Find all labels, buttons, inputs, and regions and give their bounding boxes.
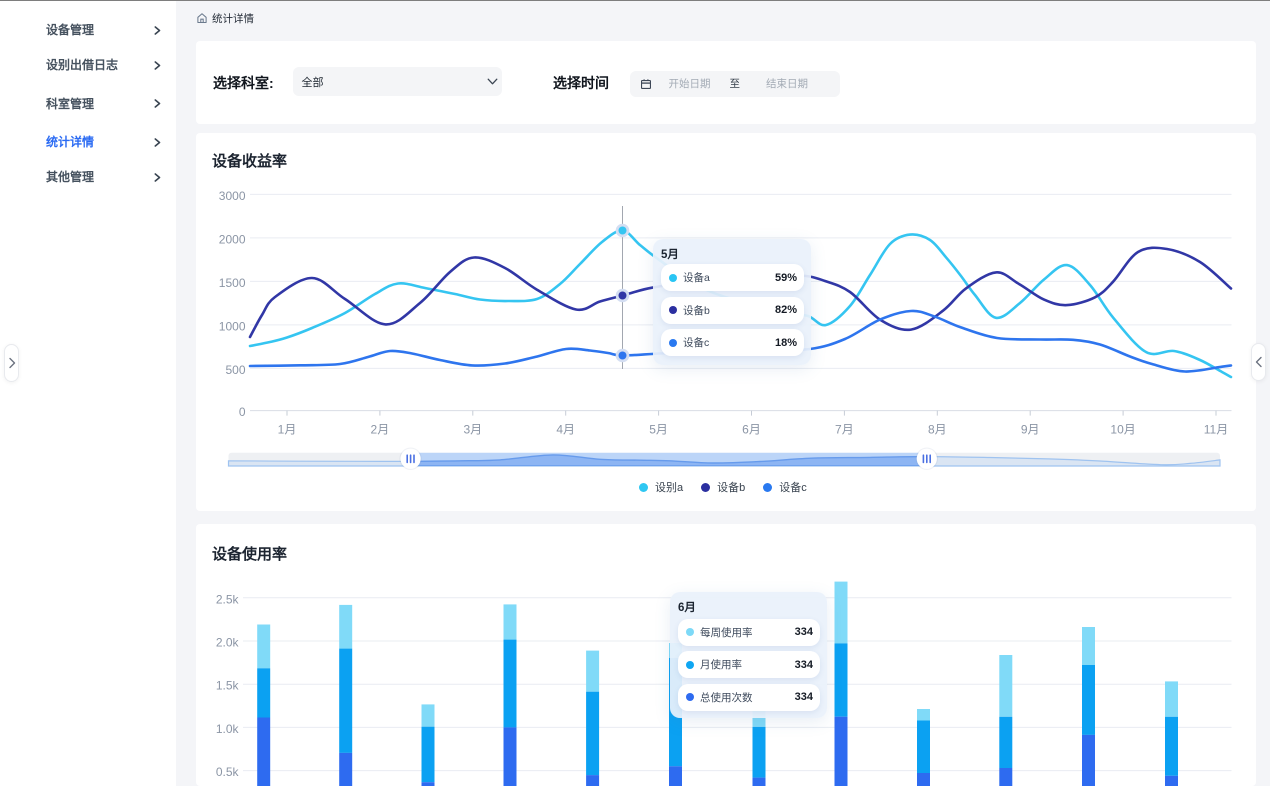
- svg-text:2月: 2月: [371, 423, 390, 437]
- svg-text:1.0k: 1.0k: [216, 722, 240, 736]
- svg-text:11月: 11月: [1204, 423, 1228, 437]
- svg-text:0.5k: 0.5k: [216, 765, 240, 779]
- svg-text:8月: 8月: [928, 423, 947, 437]
- svg-text:4月: 4月: [556, 423, 575, 437]
- svg-text:3000: 3000: [219, 189, 246, 203]
- svg-text:2.5k: 2.5k: [216, 592, 240, 606]
- svg-text:10月: 10月: [1110, 423, 1135, 437]
- svg-text:5月: 5月: [649, 423, 668, 437]
- svg-text:9月: 9月: [1021, 423, 1040, 437]
- svg-text:2.0k: 2.0k: [216, 636, 240, 650]
- svg-text:1.5k: 1.5k: [216, 679, 240, 693]
- svg-text:6月: 6月: [742, 423, 761, 437]
- svg-text:7月: 7月: [835, 423, 854, 437]
- svg-text:1000: 1000: [219, 319, 246, 333]
- svg-text:1500: 1500: [219, 276, 246, 290]
- svg-text:2000: 2000: [219, 232, 246, 246]
- svg-text:3月: 3月: [463, 423, 482, 437]
- svg-text:1月: 1月: [278, 423, 297, 437]
- svg-text:500: 500: [225, 363, 245, 377]
- svg-text:0: 0: [239, 405, 246, 419]
